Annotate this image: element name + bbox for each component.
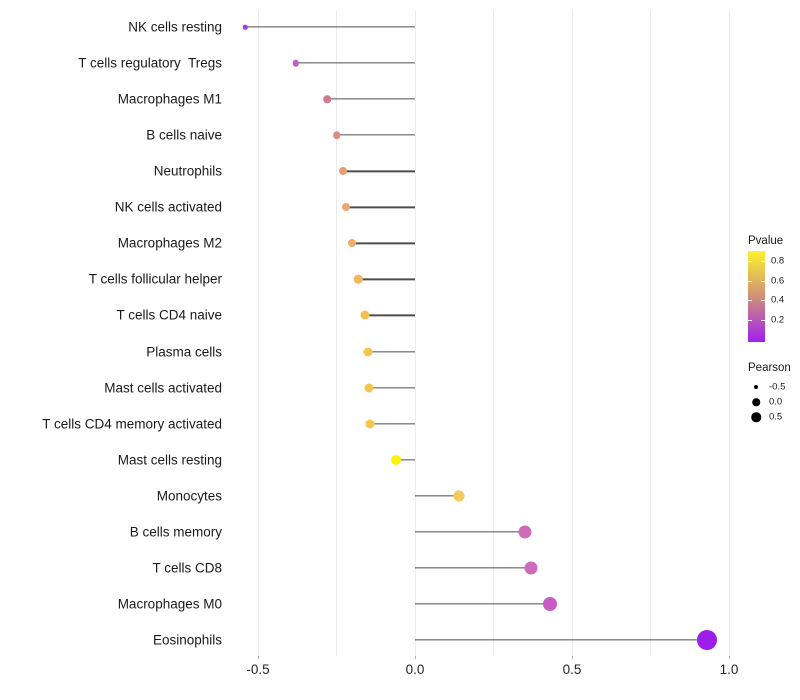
lollipop-stem bbox=[369, 386, 415, 389]
gridline bbox=[493, 10, 494, 656]
x-axis-tick-label: 0.0 bbox=[405, 662, 425, 677]
lollipop-dot bbox=[697, 630, 718, 651]
category-label: Mast cells resting bbox=[117, 451, 222, 467]
size-legend-dot bbox=[754, 385, 758, 389]
x-axis-tick bbox=[257, 656, 259, 659]
category-label: T cells CD8 bbox=[152, 560, 222, 576]
category-label: NK cells activated bbox=[114, 199, 222, 215]
lollipop-stem bbox=[295, 62, 415, 64]
category-label: Macrophages M0 bbox=[117, 596, 222, 612]
lollipop-dot bbox=[338, 167, 347, 176]
lollipop-stem bbox=[352, 242, 415, 245]
size-legend-label: 0.0 bbox=[769, 396, 783, 408]
colorbar-tick bbox=[761, 300, 765, 302]
category-label: Neutrophils bbox=[153, 163, 222, 179]
colorbar-tick bbox=[748, 300, 752, 302]
lollipop-dot bbox=[365, 419, 375, 429]
lollipop-dot bbox=[323, 95, 331, 103]
lollipop-stem bbox=[396, 459, 415, 461]
lollipop-dot bbox=[453, 490, 465, 502]
x-axis-tick bbox=[414, 656, 416, 659]
lollipop-dot bbox=[341, 203, 350, 212]
lollipop-dot bbox=[543, 596, 558, 611]
category-label: Monocytes bbox=[156, 488, 222, 504]
category-label: T cells CD4 memory activated bbox=[42, 415, 222, 431]
pvalue-colorbar bbox=[748, 251, 765, 342]
lollipop-stem bbox=[370, 423, 415, 425]
lollipop-dot bbox=[354, 275, 363, 284]
lollipop-dot bbox=[360, 310, 370, 320]
lollipop-stem bbox=[327, 98, 415, 100]
category-label: Eosinophils bbox=[152, 632, 222, 648]
colorbar-tick bbox=[748, 261, 752, 263]
lollipop-stem bbox=[367, 350, 415, 353]
size-legend-dot bbox=[752, 398, 760, 406]
gridline bbox=[257, 10, 259, 656]
colorbar-tick-label: 0.8 bbox=[771, 255, 785, 267]
lollipop-dot bbox=[348, 239, 357, 248]
category-label: T cells regulatory Tregs bbox=[78, 55, 222, 71]
colorbar-tick bbox=[761, 319, 765, 321]
category-label: Macrophages M2 bbox=[117, 235, 222, 251]
colorbar-tick bbox=[761, 261, 765, 263]
lollipop-dot bbox=[243, 24, 248, 30]
lollipop-stem bbox=[415, 639, 708, 641]
x-axis-tick-label: 0.5 bbox=[562, 662, 582, 677]
x-axis-tick-label: -0.5 bbox=[246, 662, 270, 677]
category-label: Mast cells activated bbox=[104, 379, 222, 395]
lollipop-stem bbox=[345, 206, 415, 208]
x-axis-tick bbox=[571, 656, 573, 659]
x-axis-tick bbox=[728, 656, 730, 659]
category-label: T cells CD4 naive bbox=[116, 307, 222, 323]
category-label: Plasma cells bbox=[146, 343, 222, 359]
size-legend-dot bbox=[751, 412, 761, 422]
gridline bbox=[414, 10, 416, 656]
size-legend-label: 0.5 bbox=[769, 411, 783, 423]
colorbar-tick-label: 0.2 bbox=[771, 314, 785, 326]
lollipop-stem bbox=[336, 134, 415, 136]
pvalue-legend-title: Pvalue bbox=[748, 235, 784, 247]
lollipop-stem bbox=[245, 26, 415, 28]
category-label: B cells naive bbox=[146, 127, 222, 143]
colorbar-tick-label: 0.4 bbox=[771, 294, 785, 306]
gridline bbox=[571, 10, 573, 656]
category-label: NK cells resting bbox=[128, 19, 222, 35]
lollipop-stem bbox=[358, 278, 415, 281]
lollipop-dot bbox=[391, 454, 402, 465]
lollipop-dot bbox=[518, 525, 532, 539]
x-axis-tick-label: 1.0 bbox=[719, 662, 739, 677]
category-label: Macrophages M1 bbox=[117, 91, 222, 107]
lollipop-dot bbox=[292, 59, 299, 67]
lollipop-dot bbox=[364, 383, 374, 393]
category-label: B cells memory bbox=[129, 524, 222, 540]
lollipop-stem bbox=[415, 495, 459, 497]
pearson-legend-title: Pearson bbox=[748, 362, 791, 374]
lollipop-dot bbox=[363, 347, 373, 357]
lollipop-dot bbox=[524, 561, 538, 575]
colorbar-tick bbox=[761, 280, 765, 282]
category-label: T cells follicular helper bbox=[88, 271, 222, 287]
gridline bbox=[336, 10, 337, 656]
lollipop-stem bbox=[342, 170, 415, 172]
lollipop-stem bbox=[415, 567, 532, 569]
size-legend-label: -0.5 bbox=[769, 381, 786, 393]
lollipop-stem bbox=[415, 531, 525, 533]
gridline bbox=[650, 10, 651, 656]
colorbar-tick-label: 0.6 bbox=[771, 275, 785, 287]
lollipop-stem bbox=[415, 603, 551, 605]
gridline bbox=[728, 10, 730, 656]
colorbar-tick bbox=[748, 280, 752, 282]
lollipop-dot bbox=[332, 131, 341, 139]
colorbar-tick bbox=[748, 319, 752, 321]
lollipop-stem bbox=[364, 314, 415, 317]
